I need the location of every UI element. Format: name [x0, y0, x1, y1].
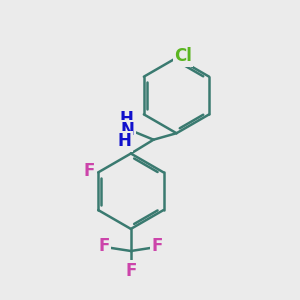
Text: Cl: Cl [174, 47, 192, 65]
Text: F: F [84, 162, 95, 180]
Text: F: F [152, 237, 163, 255]
Text: F: F [125, 262, 136, 280]
Text: H: H [119, 110, 133, 128]
Text: F: F [99, 237, 110, 255]
Text: H: H [118, 133, 132, 151]
Text: N: N [121, 121, 135, 139]
